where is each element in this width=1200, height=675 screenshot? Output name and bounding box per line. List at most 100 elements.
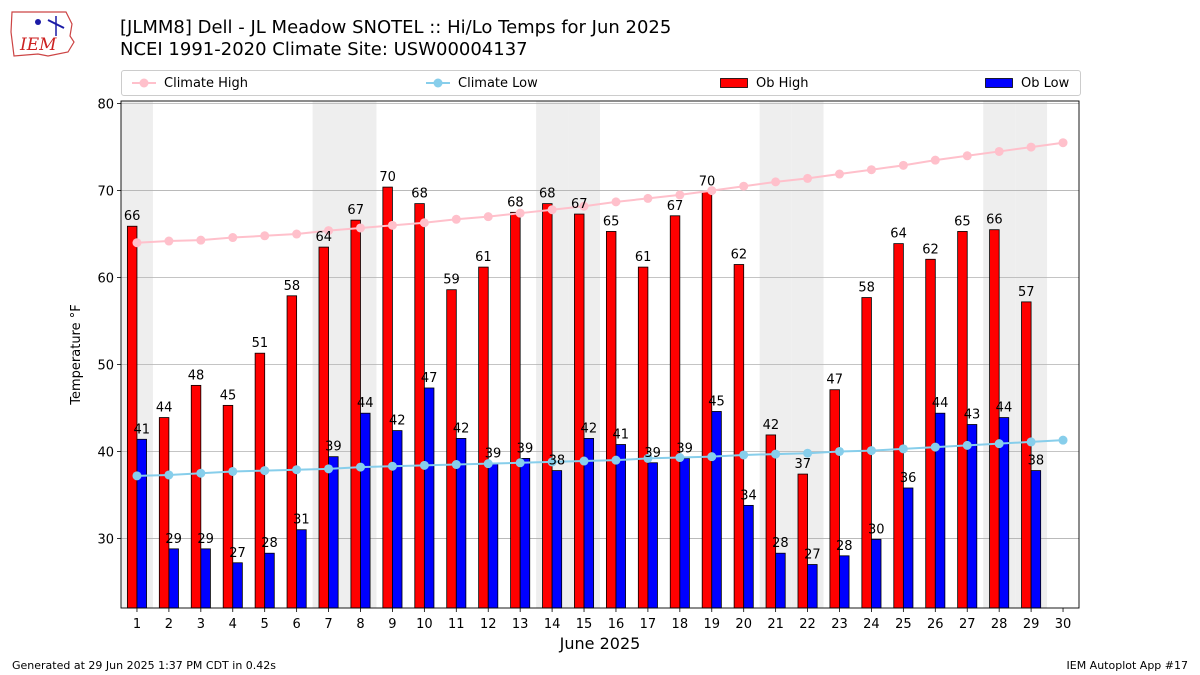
ob-low-bar-25 bbox=[902, 487, 914, 609]
ob-high-bar-7 bbox=[318, 246, 329, 609]
ob-low-bar-21 bbox=[775, 552, 786, 609]
ob-high-bar-22 bbox=[797, 473, 808, 609]
x-tick-label-4: 4 bbox=[229, 617, 237, 632]
title-line-1: [JLMM8] Dell - JL Meadow SNOTEL :: Hi/Lo… bbox=[120, 17, 672, 38]
ob-low-bar-12 bbox=[487, 463, 499, 609]
x-tick-label-24: 24 bbox=[863, 617, 880, 632]
x-tick-label-29: 29 bbox=[1023, 617, 1040, 632]
legend-label-climate-low: Climate Low bbox=[458, 75, 538, 91]
ob-high-bar-9 bbox=[382, 186, 393, 609]
ob-high-bar-20 bbox=[733, 264, 745, 609]
ob-high-label-28: 66 bbox=[986, 213, 1003, 228]
climate-low-point-17 bbox=[643, 453, 653, 463]
ob-high-bar-14 bbox=[542, 203, 553, 609]
ob-high-label-29: 57 bbox=[1018, 285, 1035, 300]
climate-high-point-27 bbox=[962, 151, 972, 161]
weekend-band-1 bbox=[121, 101, 153, 608]
ob-high-label-22: 37 bbox=[795, 457, 812, 472]
ob-low-bar-27 bbox=[966, 424, 978, 609]
x-tick-label-26: 26 bbox=[927, 617, 944, 632]
ob-low-label-24: 30 bbox=[868, 522, 885, 537]
legend-ob-low: Ob Low bbox=[985, 71, 1069, 95]
weekend-band-14 bbox=[536, 101, 569, 608]
ob-low-label-22: 27 bbox=[804, 548, 821, 563]
climate-low-point-6 bbox=[292, 465, 302, 475]
climate-high-point-21 bbox=[771, 177, 781, 187]
ob-high-bar-27 bbox=[957, 231, 968, 609]
ob-high-label-23: 47 bbox=[826, 373, 843, 388]
ob-high-label-16: 65 bbox=[603, 214, 620, 229]
legend-label-ob-high: Ob High bbox=[756, 75, 809, 91]
chart-legend: Climate High Climate Low Ob High Ob Low bbox=[121, 70, 1081, 96]
climate-high-point-20 bbox=[739, 181, 749, 191]
legend-climate-low: Climate Low bbox=[426, 71, 538, 95]
ob-high-label-5: 51 bbox=[252, 336, 269, 351]
x-tick-label-20: 20 bbox=[735, 617, 752, 632]
ob-high-bar-12 bbox=[478, 266, 489, 609]
climate-high-point-24 bbox=[866, 165, 876, 175]
title-line-2: NCEI 1991-2020 Climate Site: USW00004137 bbox=[120, 39, 528, 60]
ob-low-bar-26 bbox=[934, 412, 946, 609]
ob-low-label-23: 28 bbox=[836, 539, 853, 554]
x-tick-label-11: 11 bbox=[448, 617, 465, 632]
x-tick-label-30: 30 bbox=[1055, 617, 1072, 632]
ob-high-label-20: 62 bbox=[731, 247, 748, 262]
climate-low-point-10 bbox=[419, 460, 429, 470]
weekend-band-22 bbox=[791, 101, 824, 608]
climate-low-point-21 bbox=[771, 449, 781, 459]
x-tick-label-10: 10 bbox=[416, 617, 433, 632]
ob-low-label-2: 29 bbox=[165, 532, 182, 547]
ob-low-label-9: 42 bbox=[389, 414, 406, 429]
x-tick-label-18: 18 bbox=[672, 617, 689, 632]
ob-low-label-19: 45 bbox=[708, 394, 725, 409]
x-tick-label-28: 28 bbox=[991, 617, 1008, 632]
x-tick-label-7: 7 bbox=[324, 617, 332, 632]
ob-high-bar-23 bbox=[829, 389, 840, 609]
generated-timestamp: Generated at 29 Jun 2025 1:37 PM CDT in … bbox=[12, 659, 277, 672]
climate-low-point-25 bbox=[898, 444, 908, 454]
ob-low-label-21: 28 bbox=[772, 536, 789, 551]
ob-low-label-8: 44 bbox=[357, 396, 374, 411]
climate-high-point-7 bbox=[324, 226, 334, 236]
climate-high-point-10 bbox=[419, 218, 429, 228]
climate-high-point-9 bbox=[387, 220, 397, 230]
ob-low-bar-23 bbox=[839, 555, 850, 609]
ob-low-bar-19 bbox=[711, 411, 722, 609]
climate-low-point-24 bbox=[866, 446, 876, 456]
ob-low-bar-11 bbox=[455, 438, 467, 609]
ob-high-bar-21 bbox=[765, 434, 777, 609]
climate-high-point-22 bbox=[803, 173, 813, 183]
x-tick-label-3: 3 bbox=[197, 617, 205, 632]
climate-high-point-19 bbox=[707, 186, 717, 196]
ob-high-label-13: 68 bbox=[507, 195, 524, 210]
x-tick-label-17: 17 bbox=[640, 617, 657, 632]
legend-climate-high: Climate High bbox=[132, 71, 248, 95]
climate-low-point-9 bbox=[387, 461, 397, 471]
ob-low-label-26: 44 bbox=[932, 396, 949, 411]
ob-high-label-7: 64 bbox=[316, 230, 333, 245]
ob-high-label-8: 67 bbox=[347, 203, 364, 218]
x-tick-label-19: 19 bbox=[703, 617, 720, 632]
climate-high-point-30 bbox=[1058, 138, 1068, 148]
y-tick-label-80: 80 bbox=[97, 98, 114, 113]
ob-low-label-7: 39 bbox=[325, 440, 342, 455]
ob-low-label-12: 39 bbox=[485, 447, 502, 462]
ob-high-label-17: 61 bbox=[635, 250, 652, 265]
x-tick-label-16: 16 bbox=[608, 617, 625, 632]
ob-high-bar-16 bbox=[605, 231, 617, 609]
legend-label-ob-low: Ob Low bbox=[1021, 75, 1070, 91]
ob-low-label-14: 38 bbox=[549, 454, 566, 469]
legend-label-climate-high: Climate High bbox=[164, 75, 249, 91]
climate-high-point-3 bbox=[196, 235, 206, 245]
plot-frame bbox=[120, 100, 1080, 609]
climate-low-point-3 bbox=[196, 468, 206, 478]
climate-low-point-14 bbox=[547, 457, 557, 467]
ob-low-bar-5 bbox=[264, 552, 275, 609]
ob-high-bar-17 bbox=[637, 266, 649, 609]
ob-high-bar-13 bbox=[510, 211, 521, 609]
x-tick-label-2: 2 bbox=[165, 617, 173, 632]
app-credit: IEM Autoplot App #17 bbox=[1066, 659, 1189, 672]
ob-low-label-18: 39 bbox=[676, 441, 693, 456]
x-tick-label-6: 6 bbox=[292, 617, 300, 632]
